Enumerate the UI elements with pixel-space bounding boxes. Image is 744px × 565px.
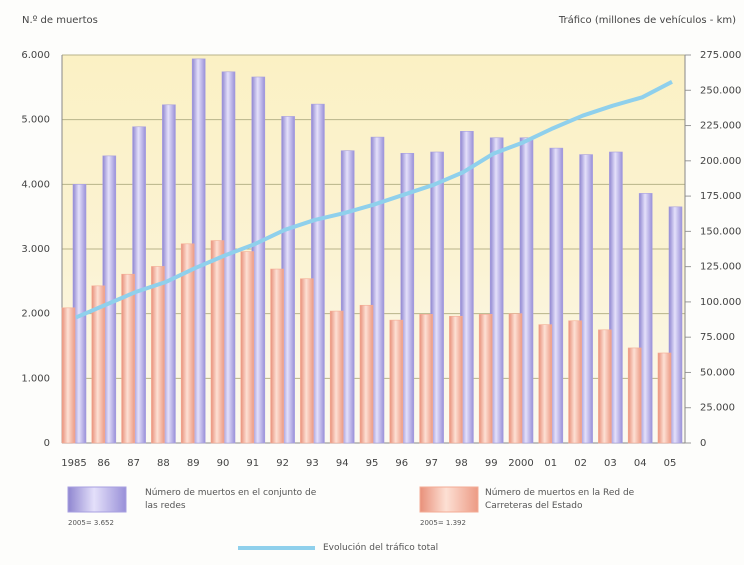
bar xyxy=(430,151,444,444)
x-tick-label: 01 xyxy=(544,458,557,469)
bar xyxy=(240,251,255,444)
x-tick-label: 94 xyxy=(336,458,349,469)
bar xyxy=(359,304,374,444)
y2-axis-label: Tráfico (millones de vehículos - km) xyxy=(558,14,736,26)
bar xyxy=(91,285,106,444)
x-tick-label: 05 xyxy=(664,458,677,469)
x-tick-label: 99 xyxy=(485,458,498,469)
y2-tick-label: 75.000 xyxy=(700,332,735,343)
bar xyxy=(478,314,493,444)
y2-tick-label: 50.000 xyxy=(700,367,735,378)
bar xyxy=(579,154,593,444)
bar xyxy=(300,278,314,444)
x-tick-label: 98 xyxy=(455,458,468,469)
bar xyxy=(657,352,672,444)
y2-tick-label: 100.000 xyxy=(700,297,741,308)
y-tick-label: 1.000 xyxy=(21,373,50,384)
bar xyxy=(609,151,623,444)
y-tick-label: 6.000 xyxy=(21,50,50,61)
legend-swatch xyxy=(419,486,479,513)
bar xyxy=(549,147,564,444)
annotation: 2005= 3.652 xyxy=(68,519,114,527)
bar xyxy=(419,314,433,444)
bar xyxy=(460,131,474,444)
bar xyxy=(151,266,165,444)
y2-tick-label: 275.000 xyxy=(700,50,741,61)
legend-label: Evolución del tráfico total xyxy=(323,543,439,553)
x-tick-label: 1985 xyxy=(61,458,86,469)
x-tick-label: 96 xyxy=(395,458,408,469)
bar xyxy=(329,310,344,444)
x-tick-label: 88 xyxy=(157,458,170,469)
x-tick-label: 90 xyxy=(217,458,230,469)
bar xyxy=(568,320,582,444)
x-tick-label: 95 xyxy=(366,458,379,469)
y2-tick-label: 0 xyxy=(700,438,706,449)
x-tick-label: 03 xyxy=(604,458,617,469)
bar xyxy=(638,193,653,444)
bar xyxy=(449,315,463,444)
line-series xyxy=(75,80,673,320)
x-tick-label: 86 xyxy=(97,458,110,469)
y2-tick-label: 175.000 xyxy=(700,191,741,202)
y2-tick-label: 25.000 xyxy=(700,403,735,414)
legend-label: Número de muertos en la Red de Carretera… xyxy=(485,488,635,511)
y-tick-label: 2.000 xyxy=(21,309,50,320)
bar xyxy=(270,268,284,444)
bar xyxy=(489,137,504,444)
x-tick-label: 02 xyxy=(574,458,587,469)
bar xyxy=(389,319,404,444)
legend-swatch xyxy=(67,486,127,513)
bar xyxy=(370,136,385,444)
bar xyxy=(61,307,76,444)
y-axis-label: N.º de muertos xyxy=(22,15,98,26)
y-tick-label: 4.000 xyxy=(21,179,50,190)
x-tick-label: 04 xyxy=(634,458,647,469)
y-tick-label: 3.000 xyxy=(21,244,50,255)
bar xyxy=(519,137,534,444)
annotation: 2005= 1.392 xyxy=(420,519,466,527)
y2-tick-label: 150.000 xyxy=(700,226,741,237)
bar xyxy=(668,206,683,444)
bar xyxy=(180,243,195,444)
y2-tick-label: 250.000 xyxy=(700,85,741,96)
x-tick-label: 87 xyxy=(127,458,140,469)
x-tick-label: 2000 xyxy=(508,458,533,469)
bar xyxy=(210,240,225,444)
bar xyxy=(598,329,612,444)
bar xyxy=(538,324,553,444)
y2-tick-label: 125.000 xyxy=(700,262,741,273)
y2-tick-label: 225.000 xyxy=(700,121,741,132)
x-tick-label: 97 xyxy=(425,458,438,469)
x-tick-label: 92 xyxy=(276,458,289,469)
legend-label: Número de muertos en el conjunto de las … xyxy=(145,488,317,511)
bar xyxy=(311,103,325,444)
bar xyxy=(627,347,642,444)
x-tick-label: 89 xyxy=(187,458,200,469)
bar xyxy=(508,313,523,444)
y-tick-label: 0 xyxy=(44,438,50,449)
y-tick-label: 5.000 xyxy=(21,115,50,126)
x-tick-label: 91 xyxy=(246,458,259,469)
y2-tick-label: 200.000 xyxy=(700,156,741,167)
bar xyxy=(121,273,135,444)
bar xyxy=(340,150,355,444)
x-tick-label: 93 xyxy=(306,458,319,469)
bar xyxy=(400,152,415,444)
